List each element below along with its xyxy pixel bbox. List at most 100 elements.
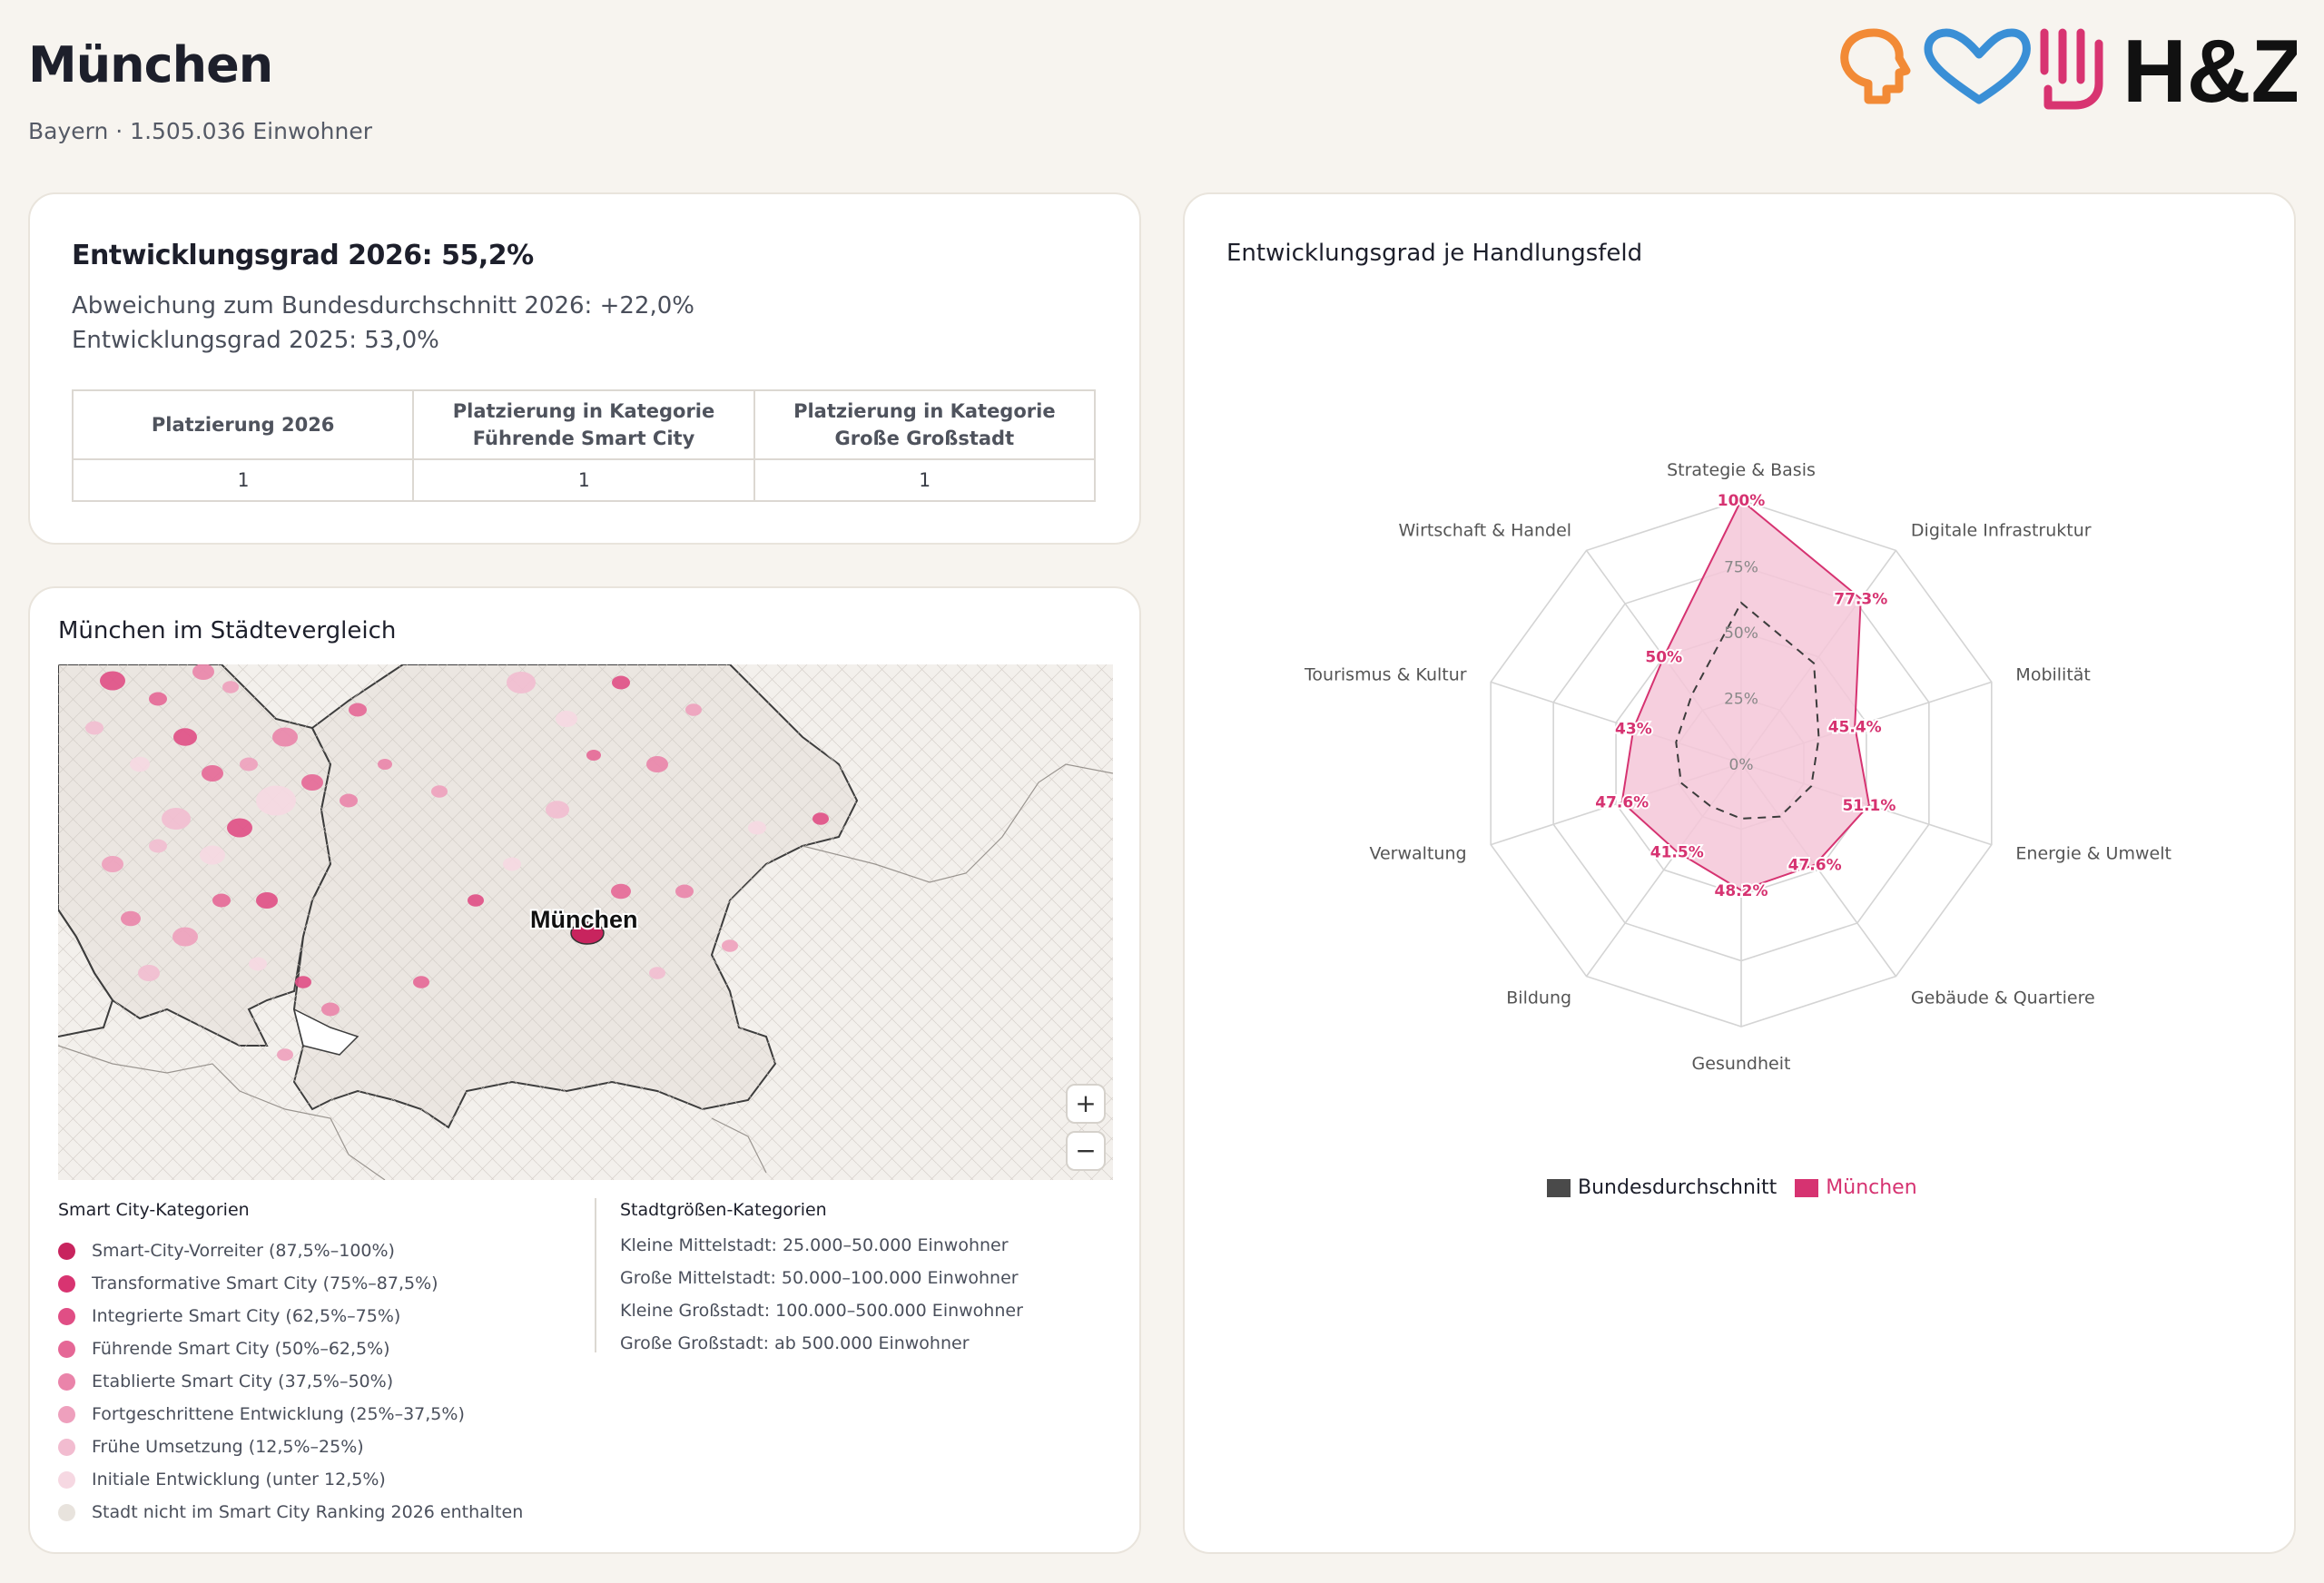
logo-text: H&Z: [2122, 25, 2297, 116]
legend-swatch: [58, 1308, 75, 1325]
legend-categories: Smart-City-Vorreiter (87,5%–100%) Transf…: [58, 1234, 523, 1529]
radar-value-label: 41.5%: [1650, 843, 1704, 861]
city-marker: [349, 703, 367, 717]
legend-item: Initiale Entwicklung (unter 12,5%): [58, 1463, 523, 1496]
radar-axis-label: Digitale Infrastruktur: [1911, 521, 2092, 541]
radar-axis-label: Bildung: [1506, 988, 1571, 1008]
zoom-in-button[interactable]: +: [1066, 1084, 1106, 1124]
city-marker: [277, 1048, 293, 1061]
city-marker: [138, 965, 160, 981]
radar-card: Entwicklungsgrad je Handlungsfeld 0% 25% 5…: [1183, 192, 2296, 1554]
radar-value-label: 47.6%: [1595, 794, 1649, 812]
city-marker: [202, 765, 223, 782]
city-marker: [256, 785, 296, 816]
grade-heading: Entwicklungsgrad 2026: 55,2%: [72, 240, 534, 271]
ranking-table: Platzierung 2026 Platzierung in Kategori…: [71, 389, 1097, 502]
city-marker: [102, 856, 123, 872]
city-marker: [200, 845, 225, 865]
legend-swatch: [58, 1406, 75, 1423]
legend-item: Transformative Smart City (75%–87,5%): [58, 1267, 523, 1300]
legend-average-swatch: [1547, 1178, 1571, 1197]
city-marker: [611, 883, 631, 900]
city-marker: [172, 927, 198, 947]
city-marker: [100, 671, 125, 691]
legend-average[interactable]: Bundesdurchschnitt: [1547, 1176, 1777, 1199]
legend-sizes-title: Stadtgrößen-Kategorien: [620, 1200, 827, 1220]
city-marker: [431, 785, 448, 798]
city-marker: [130, 756, 150, 772]
legend-sizes: Kleine Mittelstadt: 25.000–50.000 Einwoh…: [620, 1229, 1023, 1360]
map-card: München im Städtevergleich München + − S…: [28, 586, 1141, 1554]
grade-previous-text: Entwicklungsgrad 2025: 53,0%: [72, 327, 439, 354]
radar-axis-label: Strategie & Basis: [1667, 460, 1816, 480]
city-marker: [149, 839, 167, 853]
city-marker: [556, 711, 577, 727]
legend-size-item: Kleine Mittelstadt: 25.000–50.000 Einwoh…: [620, 1235, 1009, 1255]
radar-title: Entwicklungsgrad je Handlungsfeld: [1226, 240, 1643, 267]
map-title: München im Städtevergleich: [58, 617, 397, 644]
table-header: Platzierung in Kategorie Führende Smart …: [412, 389, 755, 460]
radar-ring-label: 25%: [1724, 691, 1758, 709]
radar-axis-label: Gesundheit: [1692, 1054, 1791, 1074]
zoom-out-button[interactable]: −: [1066, 1131, 1106, 1171]
city-marker: [649, 967, 665, 979]
legend-size-item: Große Mittelstadt: 50.000–100.000 Einwoh…: [620, 1268, 1019, 1288]
legend-divider: [595, 1198, 596, 1352]
city-marker: [812, 812, 829, 825]
city-marker: [85, 721, 103, 735]
radar-value-label: 51.1%: [1842, 797, 1896, 815]
city-marker: [256, 892, 278, 909]
radar-axis-label: Verwaltung: [1369, 843, 1466, 863]
city-marker: [546, 801, 569, 819]
table-header: Platzierung 2026: [71, 389, 415, 460]
legend-item: Stadt nicht im Smart City Ranking 2026 e…: [58, 1496, 523, 1529]
radar-value-label: 77.3%: [1834, 591, 1887, 609]
page-title: München: [28, 36, 273, 93]
table-cell: 1: [71, 458, 415, 502]
legend-average-label: Bundesdurchschnitt: [1578, 1176, 1777, 1199]
city-marker: [249, 957, 267, 971]
city-marker: [240, 757, 258, 772]
table-cell: 1: [753, 458, 1097, 502]
city-marker: [162, 808, 191, 830]
radar-value-label: 50%: [1645, 649, 1682, 667]
city-marker: [272, 727, 298, 747]
city-marker: [748, 821, 766, 835]
legend-item: Fortgeschrittene Entwicklung (25%–37,5%): [58, 1398, 523, 1431]
city-marker: [507, 672, 536, 693]
radar-ring-label: 75%: [1724, 559, 1758, 577]
legend-swatch: [58, 1373, 75, 1391]
legend-item: Führende Smart City (50%–62,5%): [58, 1332, 523, 1365]
border-south: [58, 763, 1113, 1180]
radar-ring-label: 0%: [1729, 756, 1754, 774]
radar-axis-label: Mobilität: [2015, 665, 2090, 685]
radar-axis-label: Tourismus & Kultur: [1304, 665, 1467, 685]
city-marker: [149, 692, 167, 706]
page-subtitle: Bayern · 1.505.036 Einwohner: [28, 118, 373, 144]
city-marker: [340, 793, 358, 808]
legend-swatch: [58, 1341, 75, 1358]
city-marker: [222, 681, 239, 693]
city-marker: [295, 976, 311, 988]
legend-swatch: [58, 1504, 75, 1521]
legend-item: Smart-City-Vorreiter (87,5%–100%): [58, 1234, 523, 1267]
radar-ring-label: 50%: [1724, 624, 1758, 643]
lake: [292, 1008, 359, 1056]
legend-categories-title: Smart City-Kategorien: [58, 1200, 250, 1220]
city-marker: [413, 976, 429, 988]
region-border-west: [58, 909, 114, 1037]
city-map[interactable]: München + −: [58, 664, 1113, 1180]
deviation-text: Abweichung zum Bundesdurchschnitt 2026: …: [72, 292, 694, 320]
legend-swatch: [58, 1471, 75, 1489]
legend-size-item: Kleine Großstadt: 100.000–500.000 Einwoh…: [620, 1301, 1023, 1321]
table-header: Platzierung in Kategorie Große Großstadt: [753, 389, 1097, 460]
legend-city[interactable]: München: [1795, 1176, 1917, 1199]
radar-chart: 0%25%50%75%100%100%77.3%45.4%51.1%47.6%4…: [1304, 460, 2171, 1074]
city-marker: [227, 818, 252, 838]
radar-value-label: 45.4%: [1828, 718, 1882, 736]
radar-axis-label: Wirtschaft & Handel: [1398, 521, 1571, 541]
radar-ring-label: 100%: [1719, 493, 1764, 511]
legend-city-swatch: [1795, 1178, 1819, 1197]
city-marker: [722, 939, 738, 952]
summary-card: Entwicklungsgrad 2026: 55,2% Abweichung …: [28, 192, 1141, 545]
